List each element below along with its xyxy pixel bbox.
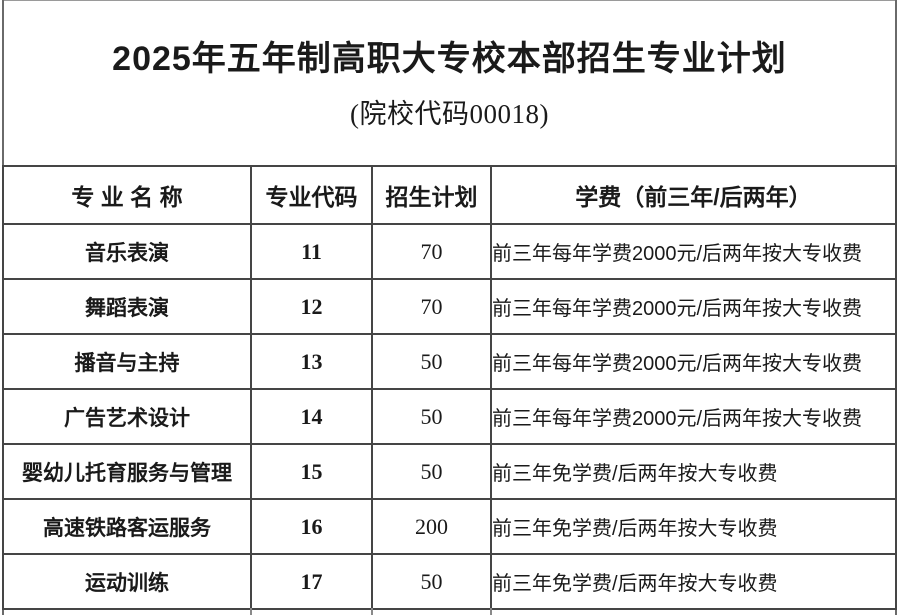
table-row: 播音与主持 13 50 前三年每年学费2000元/后两年按大专收费 [2, 333, 897, 390]
major-code-cell: 13 [250, 333, 373, 390]
tuition-cell: 前三年每年学费2000元/后两年按大专收费 [490, 388, 897, 445]
enrollment-plan-cell: 50 [371, 553, 492, 610]
page-title: 2025年五年制高职大专校本部招生专业计划 [112, 40, 787, 79]
cropped-next-row-divider [371, 608, 373, 615]
column-header-enrollment-plan: 招生计划 [371, 165, 492, 225]
major-name-cell: 广告艺术设计 [2, 388, 252, 445]
enrollment-plan-cell: 50 [371, 388, 492, 445]
enrollment-plan-cell: 70 [371, 223, 492, 280]
tuition-cell: 前三年免学费/后两年按大专收费 [490, 443, 897, 500]
major-code-cell: 11 [250, 223, 373, 280]
tuition-cell: 前三年每年学费2000元/后两年按大专收费 [490, 278, 897, 335]
enrollment-plan-cell: 50 [371, 333, 492, 390]
page-subtitle: (院校代码00018) [350, 98, 549, 129]
major-code-cell: 17 [250, 553, 373, 610]
tuition-cell: 前三年每年学费2000元/后两年按大专收费 [490, 223, 897, 280]
major-name-cell: 婴幼儿托育服务与管理 [2, 443, 252, 500]
column-header-major-code: 专业代码 [250, 165, 373, 225]
tuition-cell: 前三年每年学费2000元/后两年按大专收费 [490, 333, 897, 390]
major-name-cell: 音乐表演 [2, 223, 252, 280]
cropped-next-row-divider [250, 608, 252, 615]
major-code-cell: 14 [250, 388, 373, 445]
major-code-cell: 12 [250, 278, 373, 335]
enrollment-plan-cell: 50 [371, 443, 492, 500]
outer-right-border [895, 0, 897, 615]
table-row: 婴幼儿托育服务与管理 15 50 前三年免学费/后两年按大专收费 [2, 443, 897, 500]
major-name-cell: 运动训练 [2, 553, 252, 610]
major-code-cell: 15 [250, 443, 373, 500]
table-row: 音乐表演 11 70 前三年每年学费2000元/后两年按大专收费 [2, 223, 897, 280]
table-row: 广告艺术设计 14 50 前三年每年学费2000元/后两年按大专收费 [2, 388, 897, 445]
enrollment-plan-cell: 70 [371, 278, 492, 335]
enrollment-plan-cell: 200 [371, 498, 492, 555]
table-row: 舞蹈表演 12 70 前三年每年学费2000元/后两年按大专收费 [2, 278, 897, 335]
tuition-cell: 前三年免学费/后两年按大专收费 [490, 553, 897, 610]
major-name-cell: 高速铁路客运服务 [2, 498, 252, 555]
column-header-tuition: 学费（前三年/后两年） [490, 165, 897, 225]
tuition-cell: 前三年免学费/后两年按大专收费 [490, 498, 897, 555]
table-row: 运动训练 17 50 前三年免学费/后两年按大专收费 [2, 553, 897, 610]
cropped-next-row-divider [490, 608, 492, 615]
table-header-row: 专 业 名 称 专业代码 招生计划 学费（前三年/后两年） [2, 165, 897, 225]
table-row: 高速铁路客运服务 16 200 前三年免学费/后两年按大专收费 [2, 498, 897, 555]
enrollment-plan-table: 专 业 名 称 专业代码 招生计划 学费（前三年/后两年） 音乐表演 11 70… [2, 165, 897, 610]
column-header-major-name: 专 业 名 称 [2, 165, 252, 225]
major-code-cell: 16 [250, 498, 373, 555]
major-name-cell: 舞蹈表演 [2, 278, 252, 335]
title-block: 2025年五年制高职大专校本部招生专业计划 (院校代码00018) [4, 0, 895, 165]
outer-top-border [2, 0, 897, 1]
major-name-cell: 播音与主持 [2, 333, 252, 390]
